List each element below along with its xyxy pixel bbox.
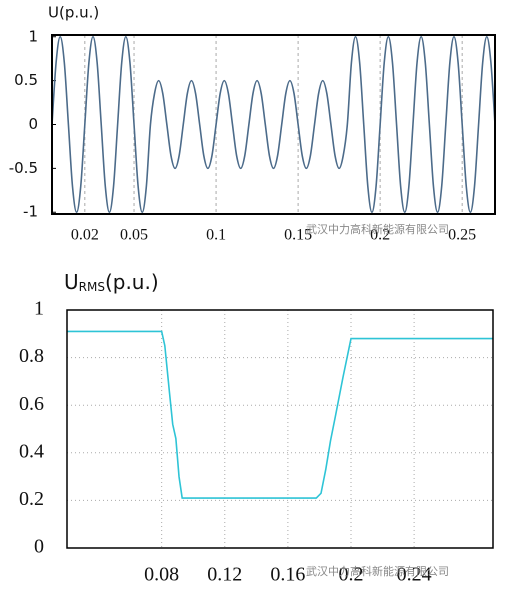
y-tick-label: 0.4 — [19, 440, 44, 462]
x-tick-label: 0.08 — [144, 564, 179, 586]
x-tick-label: 0.2 — [370, 227, 390, 244]
chart-title: URMS(p.u.) — [64, 270, 159, 294]
y-tick-label: 0.6 — [19, 393, 44, 415]
data-line — [67, 330, 493, 499]
title-part: U — [64, 270, 79, 294]
x-tick-label: 0.16 — [270, 564, 305, 586]
plot-frame — [51, 34, 496, 215]
y-tick-label: 0.2 — [19, 488, 44, 510]
x-tick-label: 0.1 — [206, 227, 226, 244]
chart-title: U(p.u.) — [48, 4, 99, 22]
y-tick-label: 0 — [28, 115, 38, 133]
y-tick-label: 1 — [28, 27, 38, 45]
x-tick-label: 0.15 — [284, 227, 312, 244]
y-tick-label: -0.5 — [9, 159, 38, 177]
watermark: 武汉中力高科新能源有限公司 — [306, 564, 449, 578]
y-tick-label: 0.8 — [19, 345, 44, 367]
data-line — [51, 35, 496, 214]
x-tick-label: 0.12 — [207, 564, 242, 586]
y-tick-label: -1 — [23, 203, 38, 221]
plot-frame — [66, 309, 494, 549]
y-tick-label: 0.5 — [14, 71, 38, 89]
y-tick-label: 1 — [34, 298, 44, 320]
x-tick-label: 0.25 — [448, 227, 476, 244]
x-tick-label: 0.02 — [71, 227, 99, 244]
watermark: 武汉中力高科新能源有限公司 — [306, 222, 449, 236]
x-tick-label: 0.05 — [120, 227, 148, 244]
title-part: (p.u.) — [105, 270, 159, 294]
x-tick-label: 0.2 — [339, 564, 364, 586]
title-part: RMS — [79, 280, 105, 294]
x-tick-label: 0.24 — [397, 564, 432, 586]
y-tick-label: 0 — [34, 536, 44, 558]
